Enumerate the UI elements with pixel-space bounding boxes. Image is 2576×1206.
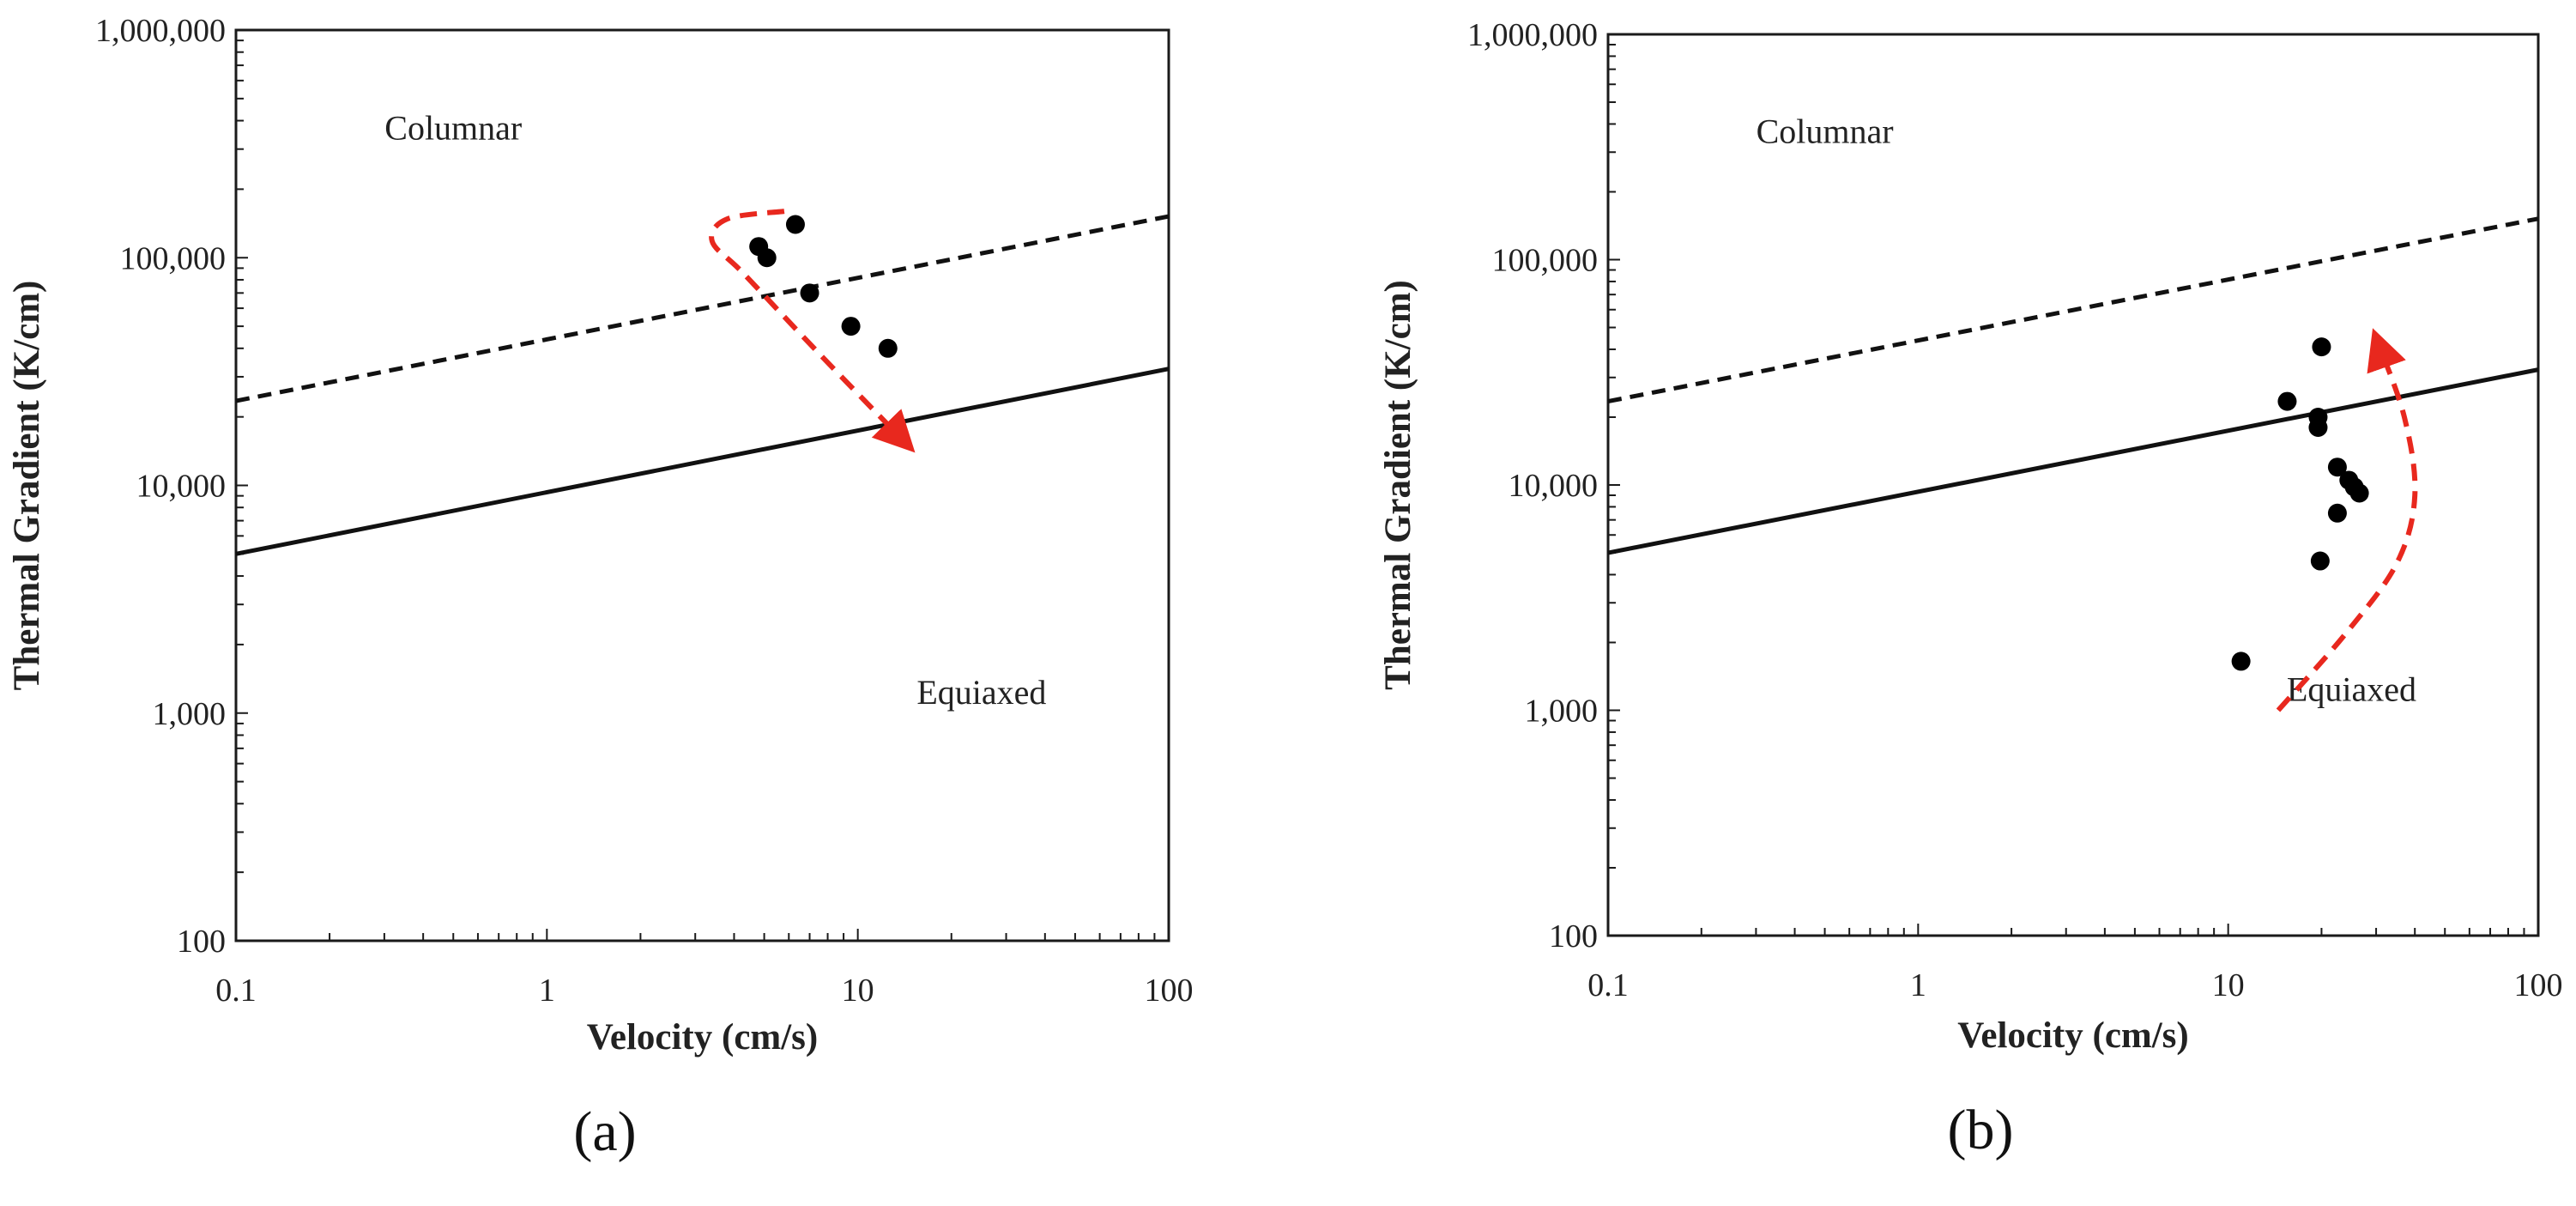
y-tick-label: 1,000 bbox=[1525, 694, 1599, 730]
x-axis-title: Velocity (cm/s) bbox=[1957, 1015, 2188, 1056]
trend-arrow bbox=[2276, 328, 2418, 712]
x-axis-title: Velocity (cm/s) bbox=[587, 1017, 818, 1058]
panel-b: 0.1 1 10 100 100 1,000 10,000 100,000 1,000,000 V… bbox=[1378, 17, 2563, 1161]
panel-caption: (b) bbox=[1948, 1099, 2014, 1161]
data-point bbox=[800, 283, 819, 303]
x-tick-label: 10 bbox=[2212, 967, 2245, 1003]
dashed-boundary-line bbox=[235, 214, 1170, 403]
x-tick-label: 1 bbox=[1910, 967, 1926, 1003]
y-tick-label: 10,000 bbox=[1509, 468, 1599, 504]
data-point bbox=[2308, 417, 2328, 437]
region-label-equiaxed: Equiaxed bbox=[2287, 670, 2416, 709]
data-point bbox=[785, 215, 805, 234]
panel-caption: (a) bbox=[573, 1100, 636, 1163]
region-label-equiaxed: Equiaxed bbox=[916, 673, 1046, 712]
dashed-boundary-line bbox=[1607, 216, 2539, 404]
y-tick-label: 100 bbox=[177, 924, 226, 960]
data-point bbox=[2327, 458, 2347, 477]
data-point bbox=[2327, 503, 2347, 523]
data-point bbox=[2312, 337, 2331, 357]
trend-arrow bbox=[709, 209, 916, 453]
y-tick-label: 1,000 bbox=[153, 696, 227, 732]
region-label-columnar: Columnar bbox=[1757, 112, 1894, 150]
y-tick-label: 100,000 bbox=[120, 240, 227, 276]
x-tick-label: 10 bbox=[842, 973, 874, 1009]
data-point bbox=[2231, 651, 2251, 671]
data-point bbox=[2277, 391, 2297, 411]
y-tick-label: 1,000,000 bbox=[1467, 17, 1598, 53]
data-point bbox=[878, 338, 898, 358]
y-tick-label: 10,000 bbox=[136, 469, 227, 505]
plot-frame bbox=[234, 28, 1170, 942]
x-tick-label: 100 bbox=[2514, 967, 2563, 1003]
region-label-columnar: Columnar bbox=[384, 109, 522, 148]
y-axis-title: Thermal Gradient (K/cm) bbox=[7, 281, 47, 691]
data-point bbox=[757, 248, 777, 268]
x-tick-label: 1 bbox=[539, 973, 555, 1009]
y-axis-title: Thermal Gradient (K/cm) bbox=[1378, 280, 1418, 690]
solid-boundary-line bbox=[235, 367, 1170, 556]
y-tick-label: 100 bbox=[1549, 918, 1598, 954]
y-tick-label: 1,000,000 bbox=[95, 13, 226, 49]
data-point bbox=[841, 317, 861, 336]
panel-a: 0.1 1 10 100 100 1,000 10,000 100,000 1,000,000 V… bbox=[7, 13, 1194, 1163]
y-tick-label: 100,000 bbox=[1492, 243, 1599, 279]
plot-frame bbox=[1606, 33, 2540, 937]
x-tick-label: 100 bbox=[1145, 973, 1194, 1009]
x-tick-label: 0.1 bbox=[1587, 967, 1629, 1003]
data-point bbox=[2349, 483, 2369, 503]
solid-boundary-line bbox=[1607, 367, 2539, 555]
data-point bbox=[2310, 551, 2330, 571]
x-tick-label: 0.1 bbox=[215, 973, 257, 1009]
